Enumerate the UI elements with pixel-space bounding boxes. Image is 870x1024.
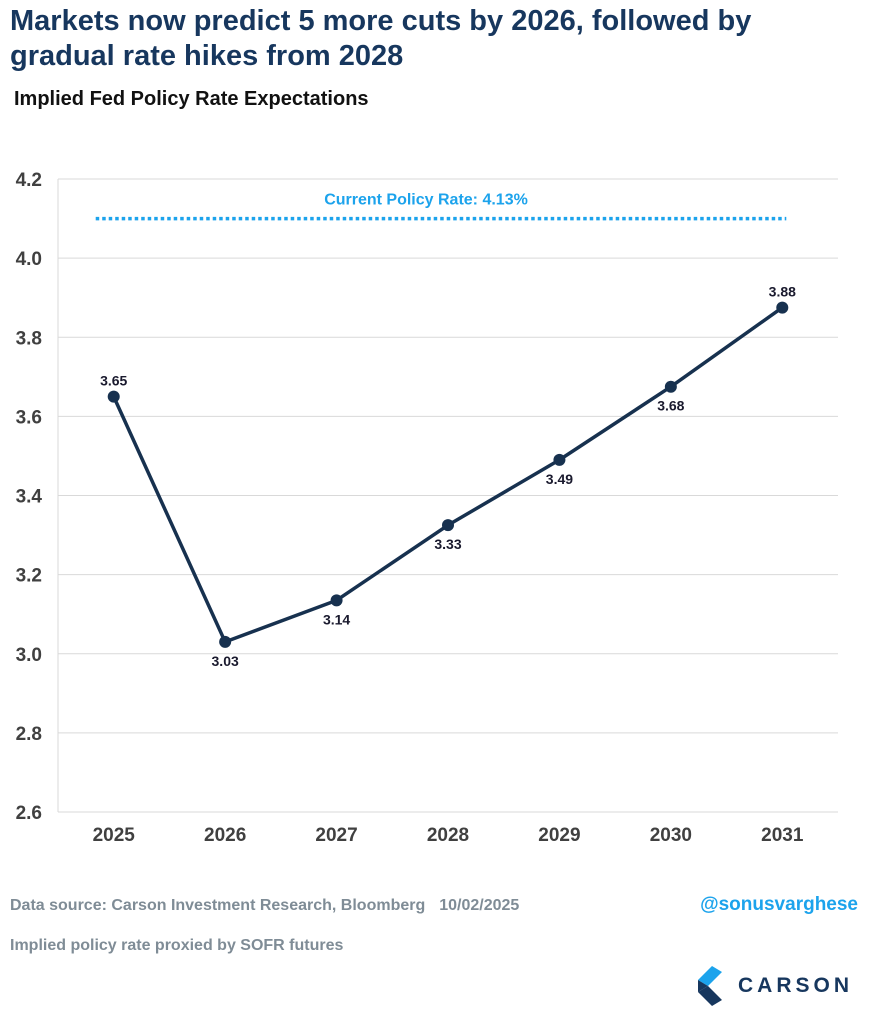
data-label: 3.49: [546, 471, 573, 487]
x-tick-label: 2029: [538, 825, 580, 846]
y-tick-label: 3.8: [16, 328, 42, 349]
y-tick-label: 2.6: [16, 803, 42, 824]
y-axis: 2.6 2.8 3.0 3.2 3.4 3.6 3.8 4.0 4.2: [16, 170, 43, 824]
data-label: 3.14: [323, 611, 350, 627]
carson-logo-icon: [698, 966, 722, 1006]
series-line: [112, 306, 784, 644]
data-point: [776, 301, 789, 314]
x-tick-label: 2031: [761, 825, 804, 846]
carson-logo: CARSON: [698, 966, 858, 1006]
line-chart: 2.6 2.8 3.0 3.2 3.4 3.6 3.8 4.0 4.2 2025 2026 2027…: [16, 170, 838, 846]
x-tick-label: 2025: [93, 825, 136, 846]
methodology-note: Implied policy rate proxied by SOFR futu…: [10, 937, 344, 954]
x-tick-label: 2030: [650, 825, 692, 846]
source-text: Data source: Carson Investment Research,…: [10, 897, 426, 914]
data-label: 3.33: [434, 536, 461, 552]
y-tick-label: 3.6: [16, 407, 42, 428]
data-point: [553, 453, 566, 466]
brand-name: CARSON: [738, 974, 854, 997]
x-tick-label: 2028: [427, 825, 469, 846]
data-label: 3.68: [657, 398, 684, 414]
headline: Markets now predict 5 more cuts by 2026,…: [10, 5, 752, 72]
x-axis: 2025 2026 2027 2028 2029 2030 2031: [93, 825, 804, 846]
data-point: [107, 390, 120, 403]
author-handle: @sonusvarghese: [700, 894, 858, 915]
x-tick-label: 2026: [204, 825, 246, 846]
y-tick-label: 3.2: [16, 566, 42, 587]
grid-lines: [57, 178, 838, 813]
data-source: Data source: Carson Investment Research,…: [10, 897, 519, 915]
data-labels: 3.65 3.03 3.14 3.33 3.49 3.68 3.88: [100, 284, 796, 669]
current-policy-rate-label: Current Policy Rate: 4.13%: [324, 192, 528, 209]
data-label: 3.88: [769, 284, 796, 300]
data-point: [219, 635, 232, 648]
y-tick-label: 4.0: [16, 249, 42, 270]
data-label: 3.65: [100, 373, 127, 389]
y-tick-label: 4.2: [16, 170, 42, 191]
source-date: 10/02/2025: [439, 897, 520, 914]
y-tick-label: 3.4: [16, 487, 43, 508]
series-group: [107, 301, 789, 648]
y-tick-label: 2.8: [16, 724, 42, 745]
data-point: [442, 519, 454, 532]
data-point: [664, 380, 677, 393]
reference-line-group: Current Policy Rate: 4.13%: [95, 192, 787, 221]
y-tick-label: 3.0: [16, 645, 42, 666]
chart-subtitle: Implied Fed Policy Rate Expectations: [14, 88, 369, 110]
data-label: 3.03: [212, 653, 239, 669]
data-point: [330, 594, 343, 607]
x-tick-label: 2027: [315, 825, 357, 846]
